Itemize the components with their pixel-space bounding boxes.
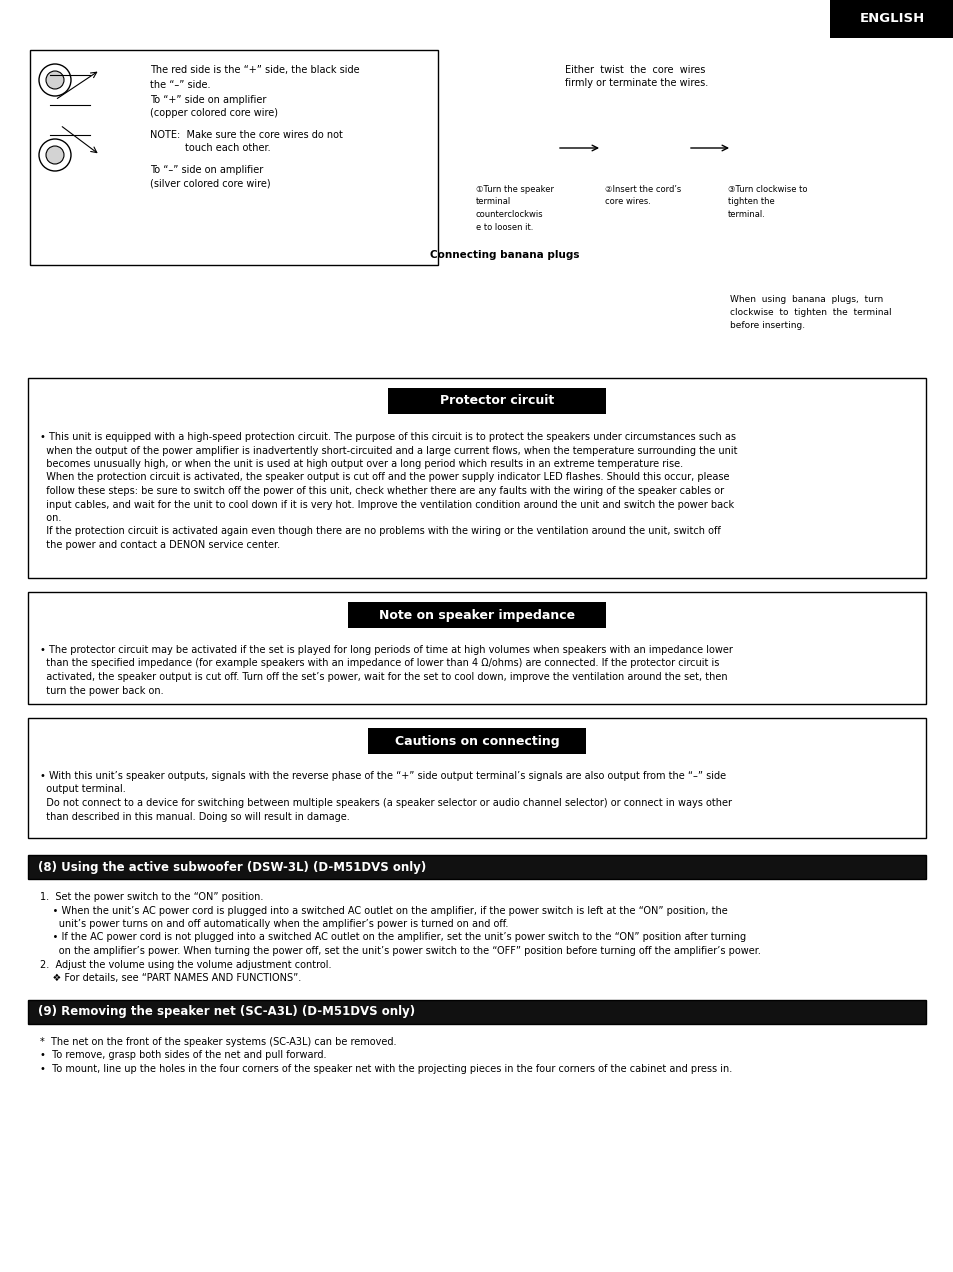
- Text: turn the power back on.: turn the power back on.: [40, 686, 164, 696]
- Text: clockwise  to  tighten  the  terminal: clockwise to tighten the terminal: [729, 308, 891, 317]
- Bar: [829, 0, 953, 38]
- Text: when the output of the power amplifier is inadvertently short-circuited and a la: when the output of the power amplifier i…: [40, 445, 737, 455]
- Text: (copper colored core wire): (copper colored core wire): [150, 108, 277, 118]
- Text: than the specified impedance (for example speakers with an impedance of lower th: than the specified impedance (for exampl…: [40, 659, 719, 669]
- Text: When  using  banana  plugs,  turn: When using banana plugs, turn: [729, 295, 882, 304]
- Text: before inserting.: before inserting.: [729, 321, 804, 329]
- Text: 1.  Set the power switch to the “ON” position.: 1. Set the power switch to the “ON” posi…: [40, 892, 263, 902]
- Bar: [388, 388, 605, 413]
- Text: follow these steps: be sure to switch off the power of this unit, check whether : follow these steps: be sure to switch of…: [40, 486, 723, 496]
- Text: To “+” side on amplifier: To “+” side on amplifier: [150, 95, 266, 106]
- Text: unit’s power turns on and off automatically when the amplifier’s power is turned: unit’s power turns on and off automatica…: [40, 918, 508, 929]
- Bar: [368, 728, 585, 754]
- Text: Note on speaker impedance: Note on speaker impedance: [378, 608, 575, 622]
- Bar: [28, 717, 925, 838]
- Text: ③Turn clockwise to
tighten the
terminal.: ③Turn clockwise to tighten the terminal.: [727, 184, 806, 219]
- Text: Protector circuit: Protector circuit: [439, 394, 554, 407]
- Text: on the amplifier’s power. When turning the power off, set the unit’s power switc: on the amplifier’s power. When turning t…: [40, 946, 760, 957]
- Text: the power and contact a DENON service center.: the power and contact a DENON service ce…: [40, 541, 280, 550]
- Text: ❖ For details, see “PART NAMES AND FUNCTIONS”.: ❖ For details, see “PART NAMES AND FUNCT…: [40, 973, 301, 983]
- Text: on.: on.: [40, 513, 61, 523]
- Bar: [28, 1000, 925, 1024]
- Circle shape: [46, 146, 64, 164]
- Text: the “–” side.: the “–” side.: [150, 80, 211, 90]
- Text: NOTE:  Make sure the core wires do not: NOTE: Make sure the core wires do not: [150, 130, 342, 140]
- Text: •  To remove, grasp both sides of the net and pull forward.: • To remove, grasp both sides of the net…: [40, 1051, 326, 1061]
- Bar: [30, 50, 437, 265]
- Text: input cables, and wait for the unit to cool down if it is very hot. Improve the : input cables, and wait for the unit to c…: [40, 500, 734, 510]
- Bar: [28, 855, 925, 879]
- Text: (8) Using the active subwoofer (DSW-3L) (D-M51DVS only): (8) Using the active subwoofer (DSW-3L) …: [38, 860, 426, 874]
- Text: (silver colored core wire): (silver colored core wire): [150, 178, 271, 188]
- Text: (9) Removing the speaker net (SC-A3L) (D-M51DVS only): (9) Removing the speaker net (SC-A3L) (D…: [38, 1005, 415, 1019]
- Text: *  The net on the front of the speaker systems (SC-A3L) can be removed.: * The net on the front of the speaker sy…: [40, 1037, 396, 1047]
- Text: 2.  Adjust the volume using the volume adjustment control.: 2. Adjust the volume using the volume ad…: [40, 959, 331, 969]
- Text: The red side is the “+” side, the black side: The red side is the “+” side, the black …: [150, 65, 359, 75]
- Text: firmly or terminate the wires.: firmly or terminate the wires.: [564, 78, 707, 88]
- Text: • This unit is equipped with a high-speed protection circuit. The purpose of thi: • This unit is equipped with a high-spee…: [40, 432, 735, 441]
- Text: • With this unit’s speaker outputs, signals with the reverse phase of the “+” si: • With this unit’s speaker outputs, sign…: [40, 771, 725, 781]
- Text: output terminal.: output terminal.: [40, 785, 126, 795]
- Text: Do not connect to a device for switching between multiple speakers (a speaker se: Do not connect to a device for switching…: [40, 798, 731, 808]
- Text: ENGLISH: ENGLISH: [859, 13, 923, 25]
- Bar: [28, 378, 925, 577]
- Text: than described in this manual. Doing so will result in damage.: than described in this manual. Doing so …: [40, 812, 350, 822]
- Text: touch each other.: touch each other.: [185, 142, 271, 153]
- Text: To “–” side on amplifier: To “–” side on amplifier: [150, 165, 263, 176]
- Bar: [348, 602, 605, 628]
- Text: If the protection circuit is activated again even though there are no problems w: If the protection circuit is activated a…: [40, 527, 720, 537]
- Text: • If the AC power cord is not plugged into a switched AC outlet on the amplifier: • If the AC power cord is not plugged in…: [40, 932, 745, 943]
- Text: •  To mount, line up the holes in the four corners of the speaker net with the p: • To mount, line up the holes in the fou…: [40, 1063, 732, 1074]
- Text: ①Turn the speaker
terminal
counterclockwis
e to loosen it.: ①Turn the speaker terminal counterclockw…: [476, 184, 554, 232]
- Text: activated, the speaker output is cut off. Turn off the set’s power, wait for the: activated, the speaker output is cut off…: [40, 672, 727, 682]
- Text: Cautions on connecting: Cautions on connecting: [395, 734, 558, 748]
- Circle shape: [46, 71, 64, 89]
- Text: • The protector circuit may be activated if the set is played for long periods o: • The protector circuit may be activated…: [40, 645, 732, 655]
- Text: • When the unit’s AC power cord is plugged into a switched AC outlet on the ampl: • When the unit’s AC power cord is plugg…: [40, 906, 727, 916]
- Bar: [28, 591, 925, 703]
- Text: ②Insert the cord’s
core wires.: ②Insert the cord’s core wires.: [604, 184, 680, 206]
- Text: Either  twist  the  core  wires: Either twist the core wires: [564, 65, 704, 75]
- Text: When the protection circuit is activated, the speaker output is cut off and the : When the protection circuit is activated…: [40, 472, 729, 482]
- Text: becomes unusually high, or when the unit is used at high output over a long peri: becomes unusually high, or when the unit…: [40, 459, 682, 469]
- Text: Connecting banana plugs: Connecting banana plugs: [430, 251, 578, 259]
